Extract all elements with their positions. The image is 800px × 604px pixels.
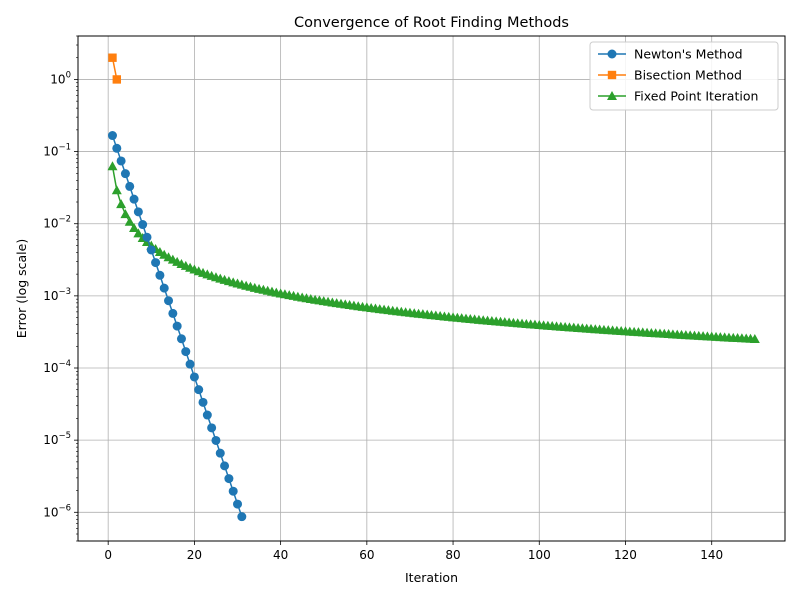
data-point xyxy=(198,397,208,407)
data-point xyxy=(120,169,130,179)
y-tick-base: 10 xyxy=(50,72,65,86)
y-tick-label: 10−2 xyxy=(43,215,71,231)
data-point xyxy=(215,448,225,458)
data-point xyxy=(211,435,221,445)
data-point xyxy=(237,512,247,522)
y-tick-label: 10−6 xyxy=(43,503,71,519)
plot-frame xyxy=(77,35,786,542)
y-tick-exponent: −4 xyxy=(58,359,71,369)
legend-marker xyxy=(607,91,617,100)
x-tick-label: 100 xyxy=(528,548,551,562)
data-point xyxy=(151,258,161,268)
y-tick-base: 10 xyxy=(43,289,58,303)
data-point xyxy=(194,385,204,395)
series-layer xyxy=(107,53,760,522)
data-point xyxy=(142,232,152,242)
legend-label: Newton's Method xyxy=(634,47,743,62)
data-point xyxy=(228,486,238,496)
data-point xyxy=(112,75,121,84)
data-point xyxy=(108,53,117,62)
data-point xyxy=(138,220,148,230)
data-point xyxy=(129,194,139,204)
data-point xyxy=(181,347,191,357)
data-point xyxy=(146,245,156,255)
data-point xyxy=(120,209,131,219)
y-tick-base: 10 xyxy=(43,433,58,447)
x-tick-label: 120 xyxy=(614,548,637,562)
x-tick-label: 20 xyxy=(187,548,202,562)
chart-title: Convergence of Root Finding Methods xyxy=(294,15,569,31)
y-axis-label: Error (log scale) xyxy=(14,239,29,338)
legend-label: Bisection Method xyxy=(634,68,742,83)
y-tick-label: 10−5 xyxy=(43,431,71,447)
y-tick-exponent: 0 xyxy=(66,70,71,80)
data-point xyxy=(125,181,135,191)
y-tick-base: 10 xyxy=(43,145,58,159)
data-point xyxy=(112,143,122,153)
data-point xyxy=(202,410,212,420)
data-point xyxy=(129,223,140,233)
x-tick-label: 80 xyxy=(445,548,460,562)
y-tick-exponent: −5 xyxy=(58,431,71,441)
data-point xyxy=(111,185,122,195)
data-point xyxy=(124,216,135,226)
data-point xyxy=(233,499,243,509)
plot-area xyxy=(78,36,785,541)
legend-marker xyxy=(607,70,617,80)
data-point xyxy=(159,283,169,293)
legend-box xyxy=(589,41,779,111)
x-tick-label: 140 xyxy=(700,548,723,562)
data-point xyxy=(224,474,234,484)
grid xyxy=(78,36,785,541)
data-point xyxy=(220,461,230,471)
x-tick-label: 40 xyxy=(273,548,288,562)
data-point xyxy=(107,161,118,171)
y-tick-base: 10 xyxy=(43,217,58,231)
y-tick-exponent: −2 xyxy=(58,215,71,225)
y-tick-base: 10 xyxy=(43,361,58,375)
series-0 xyxy=(107,131,247,522)
y-tick-base: 10 xyxy=(43,505,58,519)
data-point xyxy=(107,131,117,141)
legend-marker xyxy=(607,49,617,59)
data-point xyxy=(176,334,186,344)
x-axis-label: Iteration xyxy=(405,570,458,585)
data-point xyxy=(133,228,144,238)
x-ticks: 0 20 40 60 80 100 120 140 xyxy=(104,541,723,562)
data-point xyxy=(168,308,178,318)
y-tick-label: 10−1 xyxy=(43,143,71,159)
data-point xyxy=(116,199,127,209)
y-tick-label: 10−3 xyxy=(43,287,71,303)
y-tick-exponent: −3 xyxy=(58,287,71,297)
data-point xyxy=(749,333,760,343)
data-point xyxy=(207,423,217,433)
legend-label: Fixed Point Iteration xyxy=(634,89,758,104)
x-tick-label: 0 xyxy=(104,548,112,562)
data-point xyxy=(164,296,174,306)
x-tick-label: 60 xyxy=(359,548,374,562)
data-point xyxy=(185,359,195,369)
data-point xyxy=(189,372,199,382)
data-point xyxy=(116,156,126,166)
data-point xyxy=(172,321,182,331)
series-1 xyxy=(108,53,121,84)
y-tick-label: 100 xyxy=(50,70,71,86)
legend: Newton's Method Bisection Method Fixed Poi… xyxy=(589,41,779,111)
data-point xyxy=(133,207,143,217)
data-point xyxy=(155,270,165,280)
y-tick-label: 10−4 xyxy=(43,359,71,375)
series-2 xyxy=(107,161,760,343)
y-tick-exponent: −6 xyxy=(58,503,71,513)
y-tick-exponent: −1 xyxy=(58,143,71,153)
